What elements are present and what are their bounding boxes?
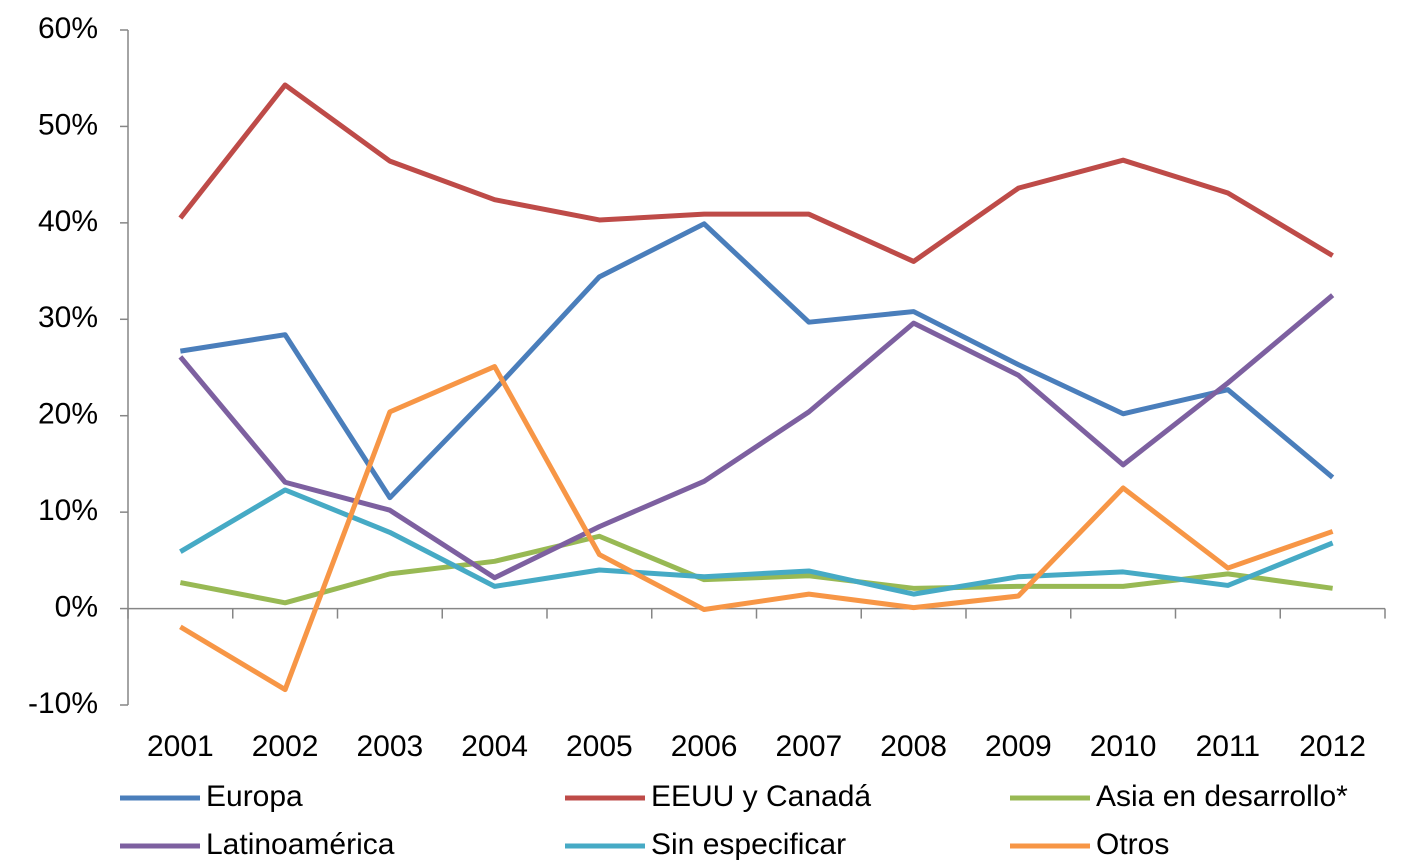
y-tick-label: 30%	[38, 301, 98, 334]
series-line	[179, 221, 1335, 501]
x-tick-label: 2007	[776, 730, 843, 763]
legend-label: Otros	[1096, 828, 1169, 861]
series-line	[178, 293, 1335, 581]
y-tick-label: -10%	[28, 687, 98, 720]
x-tick-label: 2008	[880, 730, 947, 763]
series-line	[179, 533, 1333, 606]
legend-label: Latinoamérica	[206, 828, 395, 861]
legend-label: Sin especificar	[651, 828, 846, 861]
x-tick-label: 2010	[1090, 730, 1157, 763]
x-tick-label: 2005	[566, 730, 633, 763]
y-tick-label: 0%	[55, 590, 98, 623]
series-line	[178, 82, 1334, 264]
x-tick-label: 2004	[461, 730, 528, 763]
series-line	[179, 487, 1334, 597]
x-tick-label: 2006	[671, 730, 738, 763]
x-tick-label: 2011	[1196, 730, 1261, 763]
x-tick-label: 2009	[985, 730, 1052, 763]
x-tick-label: 2012	[1299, 730, 1366, 763]
y-tick-label: 10%	[38, 494, 98, 527]
legend-label: Asia en desarrollo*	[1096, 780, 1348, 813]
y-tick-label: 40%	[38, 205, 98, 238]
series-line	[179, 364, 1334, 693]
x-tick-label: 2001	[147, 730, 214, 763]
legend-label: EEUU y Canadá	[651, 780, 871, 813]
y-tick-label: 60%	[38, 12, 98, 45]
x-tick-label: 2002	[252, 730, 319, 763]
legend-label: Europa	[206, 780, 303, 813]
x-tick-label: 2003	[357, 730, 424, 763]
y-tick-label: 20%	[38, 398, 98, 431]
y-tick-label: 50%	[38, 108, 98, 141]
